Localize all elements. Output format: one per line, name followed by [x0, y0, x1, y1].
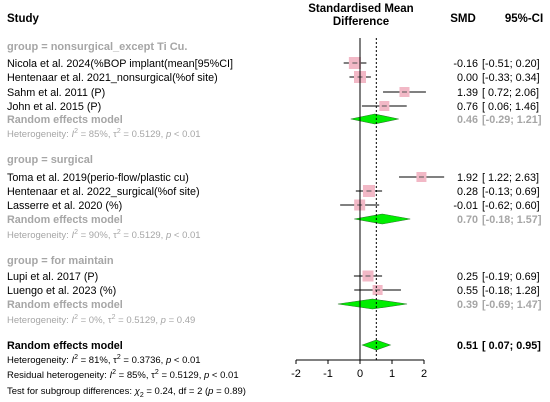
- heterogeneity-text: Heterogeneity: I2 = 85%, τ2 = 0.5129, p …: [7, 128, 201, 140]
- header-ci: 95%-CI: [505, 13, 543, 25]
- pooled-smd: 0.39: [457, 299, 478, 311]
- header-study: Study: [7, 13, 40, 25]
- overall-ci: [ 0.07; 0.95]: [482, 340, 541, 352]
- study-name: Lupi et al. 2017 (P): [7, 271, 98, 283]
- study-smd: -0.16: [453, 58, 478, 70]
- study-smd: 0.76: [457, 101, 478, 113]
- x-tick-label: -2: [291, 368, 301, 380]
- x-tick-label: 2: [421, 368, 427, 380]
- study-smd: 0.25: [457, 271, 478, 283]
- study-smd: -0.01: [453, 200, 478, 212]
- group-title: group = surgical: [7, 154, 93, 166]
- heterogeneity-text: Heterogeneity: I2 = 90%, τ2 = 0.5129, p …: [7, 229, 201, 241]
- study-ci: [-0.13; 0.69]: [482, 186, 540, 198]
- study-name: Hentenaar et al. 2021_nonsurgical(%of si…: [7, 72, 218, 84]
- group-title: group = nonsurgical_except Ti Cu.: [7, 41, 187, 53]
- pooled-diamond: [354, 213, 411, 225]
- x-tick-label: 1: [389, 368, 395, 380]
- study-name: Nicola et al. 2024(%BOP implant(mean[95%…: [7, 58, 233, 70]
- pooled-label: Random effects model: [7, 299, 123, 311]
- study-smd: 1.92: [457, 172, 478, 184]
- study-smd: 0.28: [457, 186, 478, 198]
- pooled-smd: 0.46: [457, 114, 478, 126]
- overall-label: Random effects model: [7, 340, 123, 352]
- overall-smd: 0.51: [457, 340, 478, 352]
- study-name: Luengo et al. 2023 (%): [7, 285, 116, 297]
- study-ci: [-0.18; 1.28]: [482, 285, 540, 297]
- header-effect-2: Difference: [333, 16, 389, 28]
- pooled-label: Random effects model: [7, 114, 123, 126]
- study-smd: 1.39: [457, 87, 478, 99]
- heterogeneity-text: Heterogeneity: I2 = 0%, τ2 = 0.5129, p =…: [7, 314, 195, 326]
- study-name: Hentenaar et al. 2022_surgical(%of site): [7, 186, 200, 198]
- study-ci: [ 0.06; 1.46]: [482, 101, 539, 113]
- overall-diamond: [361, 339, 392, 351]
- overall-heterogeneity: Heterogeneity: I2 = 81%, τ2 = 0.3736, p …: [7, 354, 201, 366]
- study-name: John et al. 2015 (P): [7, 101, 101, 113]
- study-name: Toma et al. 2019(perio-flow/plastic cu): [7, 172, 189, 184]
- study-smd: 0.55: [457, 285, 478, 297]
- pooled-diamond: [350, 113, 399, 125]
- x-tick-label: 0: [357, 368, 363, 380]
- study-ci: [ 0.72; 2.06]: [482, 87, 539, 99]
- pooled-smd: 0.70: [457, 214, 478, 226]
- pooled-ci: [-0.29; 1.21]: [482, 114, 541, 126]
- study-name: Sahm et al. 2011 (P): [7, 87, 105, 99]
- pooled-diamond: [337, 298, 408, 310]
- study-ci: [-0.33; 0.34]: [482, 72, 540, 84]
- pooled-ci: [-0.69; 1.47]: [482, 299, 541, 311]
- header-smd: SMD: [450, 13, 476, 25]
- study-ci: [ 1.22; 2.63]: [482, 172, 539, 184]
- study-ci: [-0.19; 0.69]: [482, 271, 540, 283]
- header-effect: Standardised Mean: [308, 3, 413, 15]
- group-title: group = for maintain: [7, 255, 114, 267]
- subgroup-test: Test for subgroup differences: χ2 = 0.24…: [7, 386, 246, 399]
- study-smd: 0.00: [457, 72, 478, 84]
- study-name: Lasserre et al. 2020 (%): [7, 200, 122, 212]
- residual-heterogeneity: Residual heterogeneity: I2 = 85%, τ2 = 0…: [7, 369, 239, 381]
- pooled-label: Random effects model: [7, 214, 123, 226]
- pooled-ci: [-0.18; 1.57]: [482, 214, 541, 226]
- study-ci: [-0.62; 0.60]: [482, 200, 540, 212]
- study-ci: [-0.51; 0.20]: [482, 58, 540, 70]
- x-tick-label: -1: [323, 368, 333, 380]
